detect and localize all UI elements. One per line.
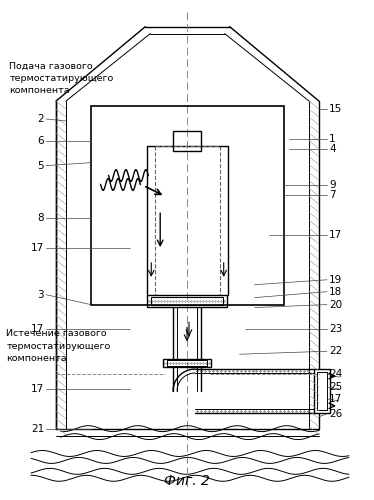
Text: 21: 21 — [31, 424, 44, 434]
Text: 9: 9 — [329, 180, 335, 190]
Text: 17: 17 — [329, 394, 342, 404]
Text: 15: 15 — [329, 104, 342, 114]
Text: 17: 17 — [31, 243, 44, 253]
Text: Истечение газового
термостатирующего
компонента: Истечение газового термостатирующего ком… — [6, 330, 111, 364]
Text: 25: 25 — [329, 382, 342, 392]
Text: 17: 17 — [329, 230, 342, 240]
Bar — [147, 294, 227, 306]
Bar — [151, 296, 223, 304]
Bar — [317, 372, 327, 410]
Text: 17: 17 — [31, 324, 44, 334]
Text: 6: 6 — [37, 136, 44, 146]
Text: Фиг. 2: Фиг. 2 — [164, 474, 210, 488]
Text: 3: 3 — [37, 290, 44, 300]
Bar — [173, 131, 201, 150]
Bar — [167, 360, 207, 366]
Text: Подача газового
термостатирующего
компонента: Подача газового термостатирующего компон… — [9, 62, 114, 96]
Text: 1: 1 — [329, 134, 335, 144]
Bar — [314, 369, 330, 413]
Text: 4: 4 — [329, 144, 335, 154]
Text: 2: 2 — [37, 114, 44, 124]
Text: 23: 23 — [329, 324, 342, 334]
Bar — [163, 359, 211, 367]
Text: 17: 17 — [31, 384, 44, 394]
Bar — [91, 106, 284, 304]
Text: 20: 20 — [329, 300, 342, 310]
Text: 22: 22 — [329, 346, 342, 356]
Text: 19: 19 — [329, 275, 342, 285]
Text: 26: 26 — [329, 409, 342, 419]
Text: 5: 5 — [37, 160, 44, 170]
Text: 8: 8 — [37, 213, 44, 223]
Text: 7: 7 — [329, 190, 335, 200]
Text: 18: 18 — [329, 286, 342, 296]
Text: 24: 24 — [329, 369, 342, 379]
